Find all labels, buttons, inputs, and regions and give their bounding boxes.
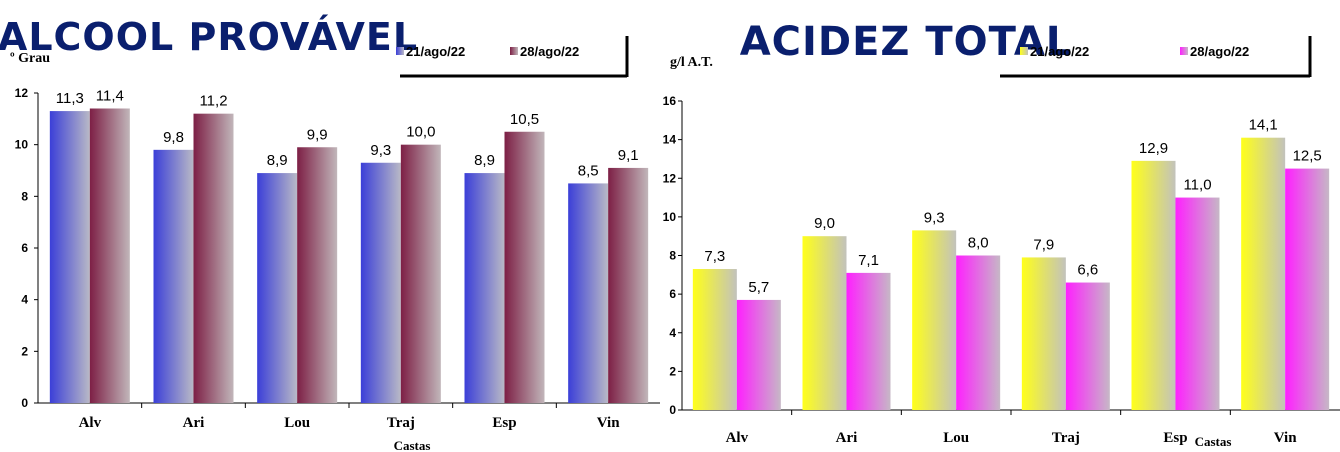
bar-esp-series-2 — [1175, 197, 1220, 410]
bar-vin-series-1 — [568, 183, 609, 403]
y-tick-label: 0 — [21, 396, 28, 410]
bar-vin-series-2 — [1285, 168, 1330, 410]
chart-acidez-legend: 21/ago/22 28/ago/22 — [1000, 36, 1312, 78]
bar-alv-series-1 — [692, 269, 737, 410]
bar-data-label: 14,1 — [1249, 117, 1278, 134]
bar-ari-series-2 — [846, 272, 891, 410]
bar-data-label: 8,9 — [474, 152, 495, 169]
legend-label: 21/ago/22 — [1030, 44, 1089, 59]
bar-data-label: 10,0 — [406, 124, 435, 141]
bar-esp-series-1 — [464, 173, 505, 403]
bar-data-label: 12,5 — [1293, 148, 1322, 165]
y-tick-label: 8 — [21, 189, 28, 203]
bar-data-label: 11,2 — [199, 93, 227, 110]
bar-data-label: 9,1 — [618, 147, 639, 164]
y-tick-label: 12 — [15, 86, 29, 100]
y-tick-label: 10 — [15, 138, 29, 152]
bar-alv-series-2 — [89, 108, 130, 403]
chart-acidez: ACIDEZ TOTAL g/l A.T. Castas 0 2 4 6 8 10 12 14… — [663, 19, 1340, 449]
y-tick-label: 8 — [669, 249, 676, 263]
bar-ari-series-1 — [802, 236, 847, 410]
bar-data-label: 9,3 — [370, 142, 391, 159]
bar-data-label: 8,5 — [578, 162, 599, 179]
legend-swatch — [396, 47, 404, 55]
x-category-label: Traj — [387, 415, 415, 431]
x-category-label: Ari — [183, 415, 205, 431]
x-category-label: Traj — [1052, 430, 1080, 446]
chart-alcool-ylabel: º Grau — [10, 51, 50, 66]
chart-alcool: ALCOOL PROVÁVEL º Grau Castas 0 2 4 6 8 10 12 A… — [0, 15, 660, 452]
bar-esp-series-1 — [1131, 160, 1176, 410]
y-tick-label: 10 — [663, 210, 677, 224]
chart-alcool-xlabel: Castas — [394, 438, 431, 452]
bar-data-label: 10,5 — [510, 111, 539, 128]
chart-alcool-title: ALCOOL PROVÁVEL — [0, 15, 418, 59]
bar-data-label: 11,0 — [1183, 177, 1211, 194]
bar-vin-series-1 — [1241, 137, 1286, 410]
chart-acidez-xlabel: Castas — [1195, 434, 1232, 449]
bar-esp-series-2 — [504, 131, 545, 403]
bar-traj-series-2 — [400, 144, 441, 403]
bar-data-label: 6,6 — [1077, 262, 1098, 279]
bar-traj-series-1 — [1021, 257, 1066, 410]
x-category-label: Lou — [943, 430, 969, 446]
y-tick-label: 0 — [669, 403, 676, 417]
bar-data-label: 7,9 — [1033, 236, 1054, 253]
bar-lou-series-1 — [257, 173, 298, 403]
y-tick-label: 2 — [21, 344, 28, 358]
legend-label: 28/ago/22 — [520, 44, 579, 59]
bar-data-label: 11,4 — [96, 88, 124, 105]
y-tick-label: 16 — [663, 94, 677, 108]
x-category-label: Vin — [597, 415, 620, 431]
bar-data-label: 9,3 — [924, 209, 945, 226]
chart-alcool-plot: 0 2 4 6 8 10 12 Alv 11,3 11,4 Ari 9,8 11,2 Lou 8,9 9,9 T… — [15, 86, 660, 431]
chart-acidez-plot: 0 2 4 6 8 10 12 14 16 Alv 7,3 5,7 Ari 9,0 7,1 Lou 9,3 8,0… — [663, 94, 1340, 446]
bar-data-label: 7,3 — [704, 248, 725, 265]
x-category-label: Lou — [284, 415, 310, 431]
bar-ari-series-1 — [153, 149, 194, 403]
bar-data-label: 9,8 — [163, 129, 184, 146]
x-category-label: Esp — [1163, 430, 1187, 446]
bar-ari-series-2 — [193, 113, 234, 404]
x-category-label: Vin — [1274, 430, 1297, 446]
bar-data-label: 8,0 — [968, 235, 989, 252]
bar-lou-series-1 — [912, 230, 957, 410]
bar-alv-series-1 — [49, 111, 90, 403]
x-category-label: Esp — [492, 415, 516, 431]
legend-label: 28/ago/22 — [1190, 44, 1249, 59]
bar-data-label: 9,9 — [307, 126, 328, 143]
legend-swatch — [510, 47, 518, 55]
legend-swatch — [1020, 47, 1028, 55]
y-tick-label: 4 — [669, 326, 676, 340]
bar-vin-series-2 — [608, 167, 649, 403]
y-tick-label: 14 — [663, 133, 677, 147]
y-tick-label: 12 — [663, 171, 677, 185]
y-tick-label: 6 — [669, 287, 676, 301]
bar-alv-series-2 — [736, 299, 781, 410]
bar-traj-series-2 — [1065, 282, 1110, 410]
x-category-label: Alv — [726, 430, 749, 446]
x-category-label: Ari — [836, 430, 858, 446]
chart-acidez-title: ACIDEZ TOTAL — [740, 19, 1073, 65]
chart-acidez-ylabel: g/l A.T. — [670, 55, 713, 70]
y-tick-label: 4 — [21, 293, 28, 307]
bar-traj-series-1 — [360, 162, 401, 403]
x-category-label: Alv — [79, 415, 102, 431]
bar-data-label: 9,0 — [814, 215, 835, 232]
bar-lou-series-2 — [297, 147, 338, 403]
bar-lou-series-2 — [956, 255, 1001, 410]
bar-data-label: 7,1 — [858, 252, 879, 269]
bar-data-label: 5,7 — [748, 279, 769, 296]
y-tick-label: 6 — [21, 241, 28, 255]
bar-data-label: 12,9 — [1139, 140, 1168, 157]
bar-data-label: 8,9 — [267, 152, 288, 169]
bar-data-label: 11,3 — [56, 90, 84, 107]
legend-label: 21/ago/22 — [406, 44, 465, 59]
chart-alcool-legend: 21/ago/22 28/ago/22 — [396, 36, 629, 78]
y-tick-label: 2 — [669, 364, 676, 378]
legend-swatch — [1180, 47, 1188, 55]
